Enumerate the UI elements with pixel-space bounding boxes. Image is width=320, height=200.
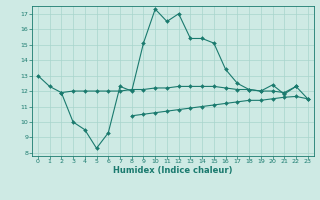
- X-axis label: Humidex (Indice chaleur): Humidex (Indice chaleur): [113, 166, 233, 175]
